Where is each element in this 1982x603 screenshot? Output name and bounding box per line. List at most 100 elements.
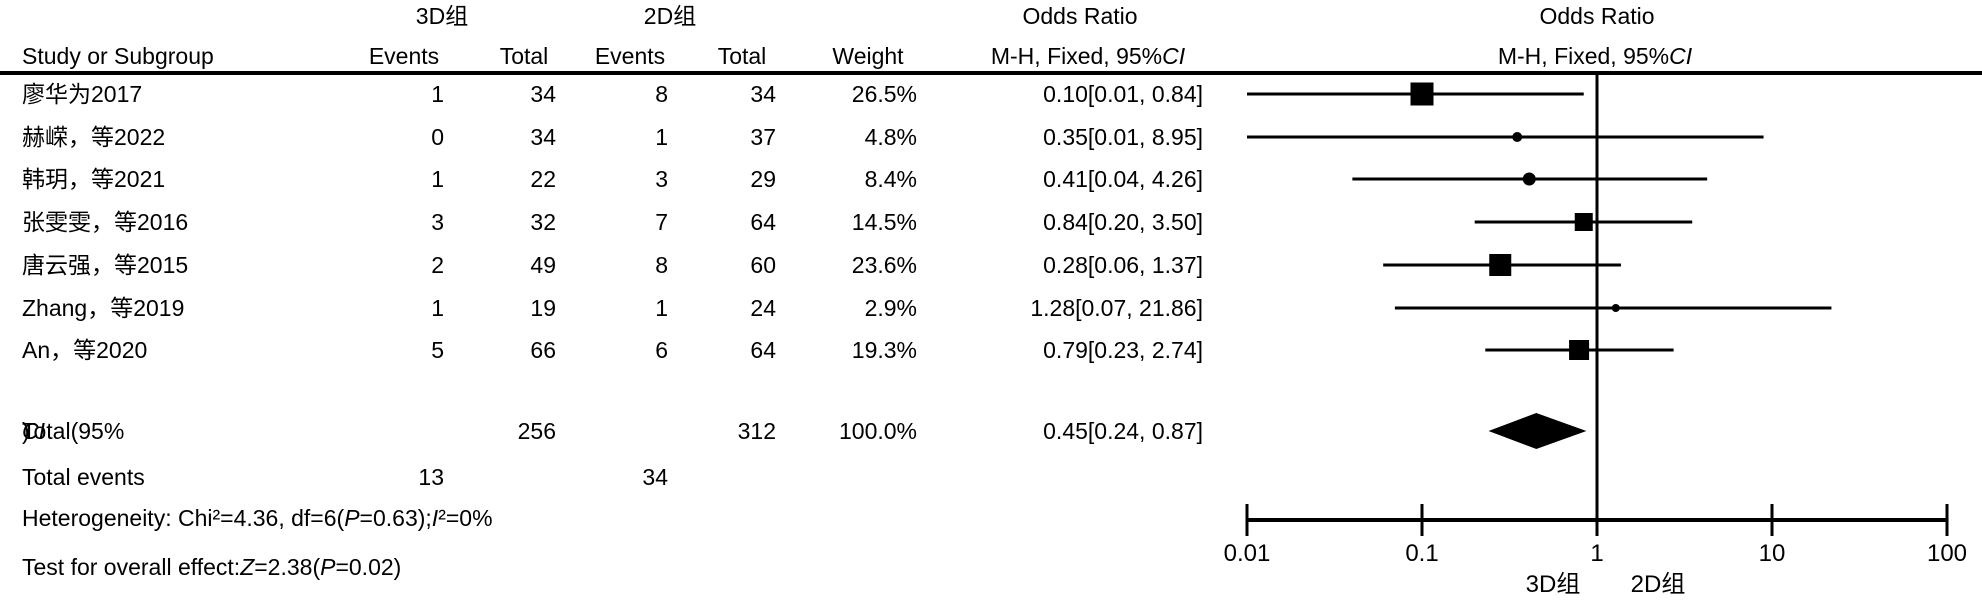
total-events-1: 13 <box>418 464 444 490</box>
total-events-2: 34 <box>642 464 668 490</box>
table-row: An，等2020 5 66 6 64 19.3% 0.79[0.23, 2.74] <box>0 335 1982 365</box>
row-events1: 1 <box>431 81 444 107</box>
row-or_ci: 0.10[0.01, 0.84] <box>1043 81 1203 107</box>
row-total1: 66 <box>530 337 556 363</box>
axis-tick-label: 0.01 <box>1224 540 1271 567</box>
row-study: 廖华为2017 <box>22 81 143 107</box>
row-or_ci: 1.28[0.07, 21.86] <box>1030 295 1203 321</box>
total-total1: 256 <box>517 418 556 444</box>
col-header-mh-right: M-H, Fixed, 95%CI <box>1470 42 1720 70</box>
row-total2: 37 <box>750 124 776 150</box>
row-total1: 19 <box>530 295 556 321</box>
mh-left-text: M-H, Fixed, 95% <box>990 43 1163 69</box>
axis-tick-label: 100 <box>1927 540 1967 567</box>
total-events-row: Total events 13 34 <box>0 462 1982 492</box>
axis-tick-label: 1 <box>1590 540 1603 567</box>
row-total1: 32 <box>530 209 556 235</box>
row-events2: 6 <box>655 337 668 363</box>
oe-z: Z <box>240 554 255 580</box>
total-label-post: ) <box>22 418 30 444</box>
table-row: 张雯雯，等2016 3 32 7 64 14.5% 0.84[0.20, 3.50] <box>0 207 1982 237</box>
header-divider <box>0 71 1982 75</box>
oe-post: =0.02) <box>335 554 402 580</box>
table-row: 赫嵘，等2022 0 34 1 37 4.8% 0.35[0.01, 8.95] <box>0 122 1982 152</box>
row-events2: 8 <box>655 252 668 278</box>
total-weight: 100.0% <box>838 418 917 444</box>
col-header-events1: Events <box>368 43 440 69</box>
oe-p: P <box>320 554 336 580</box>
row-study: 韩玥，等2021 <box>22 166 166 192</box>
axis-group-label-left: 3D组 <box>1526 571 1581 598</box>
row-events1: 3 <box>431 209 444 235</box>
mh-right-ci: CI <box>1669 43 1693 69</box>
row-weight: 14.5% <box>851 209 917 235</box>
total-or-ci: 0.45[0.24, 0.87] <box>1043 418 1203 444</box>
row-weight: 2.9% <box>864 295 917 321</box>
group-header-3d: 3D组 <box>415 3 469 29</box>
total-events-label: Total events <box>22 464 145 490</box>
row-weight: 4.8% <box>864 124 917 150</box>
row-total2: 34 <box>750 81 776 107</box>
het-i: I <box>431 505 439 531</box>
row-events2: 1 <box>655 124 668 150</box>
odds-ratio-header-left: Odds Ratio <box>1022 3 1138 29</box>
row-study: 赫嵘，等2022 <box>22 124 166 150</box>
col-header-total1: Total <box>499 43 549 69</box>
table-row: 韩玥，等2021 1 22 3 29 8.4% 0.41[0.04, 4.26] <box>0 164 1982 194</box>
row-weight: 8.4% <box>864 166 917 192</box>
row-or_ci: 0.84[0.20, 3.50] <box>1043 209 1203 235</box>
row-total1: 34 <box>530 81 556 107</box>
mh-right-text: M-H, Fixed, 95% <box>1497 43 1670 69</box>
row-events1: 5 <box>431 337 444 363</box>
table-row: Zhang，等2019 1 19 1 24 2.9% 1.28[0.07, 21.86] <box>0 293 1982 323</box>
oe-mid: =2.38( <box>254 554 321 580</box>
axis-tick-label: 10 <box>1759 540 1786 567</box>
row-weight: 26.5% <box>851 81 917 107</box>
row-events2: 1 <box>655 295 668 321</box>
het-p: P <box>344 505 360 531</box>
row-or_ci: 0.41[0.04, 4.26] <box>1043 166 1203 192</box>
overall-effect-text: Test for overall effect:Z=2.38(P=0.02) <box>22 552 401 582</box>
row-study: 唐云强，等2015 <box>22 252 189 278</box>
row-total1: 34 <box>530 124 556 150</box>
total-label-ci: CI <box>22 418 45 444</box>
oe-pre: Test for overall effect: <box>22 554 241 580</box>
group-header-2d: 2D组 <box>643 3 697 29</box>
row-events1: 1 <box>431 295 444 321</box>
row-total2: 64 <box>750 209 776 235</box>
col-header-events2: Events <box>594 43 666 69</box>
row-events1: 1 <box>431 166 444 192</box>
heterogeneity-text: Heterogeneity: Chi²=4.36, df=6(P=0.63);I… <box>22 503 493 533</box>
axis-tick-label: 0.1 <box>1405 540 1438 567</box>
total-total2: 312 <box>737 418 776 444</box>
row-total1: 22 <box>530 166 556 192</box>
row-events2: 8 <box>655 81 668 107</box>
row-total2: 60 <box>750 252 776 278</box>
table-row: 廖华为2017 1 34 8 34 26.5% 0.10[0.01, 0.84] <box>0 79 1982 109</box>
row-total1: 49 <box>530 252 556 278</box>
row-events2: 7 <box>655 209 668 235</box>
row-or_ci: 0.28[0.06, 1.37] <box>1043 252 1203 278</box>
col-header-weight: Weight <box>832 43 904 69</box>
het-pre: Heterogeneity: Chi²=4.36, df=6( <box>22 505 345 531</box>
row-weight: 19.3% <box>851 337 917 363</box>
odds-ratio-header-right: Odds Ratio <box>1539 3 1655 29</box>
row-or_ci: 0.79[0.23, 2.74] <box>1043 337 1203 363</box>
row-total2: 24 <box>750 295 776 321</box>
total-label-pre: Total(95% <box>22 418 125 444</box>
col-header-mh-left: M-H, Fixed, 95%CI <box>963 42 1213 70</box>
mh-left-ci: CI <box>1162 43 1186 69</box>
row-events2: 3 <box>655 166 668 192</box>
table-row: 唐云强，等2015 2 49 8 60 23.6% 0.28[0.06, 1.37] <box>0 250 1982 280</box>
row-total2: 64 <box>750 337 776 363</box>
row-study: 张雯雯，等2016 <box>22 209 189 235</box>
total-row: Total(95% CI) 256 312 100.0% 0.45[0.24, 0… <box>0 416 1982 446</box>
row-or_ci: 0.35[0.01, 8.95] <box>1043 124 1203 150</box>
col-header-study: Study or Subgroup <box>22 43 214 69</box>
col-header-total2: Total <box>717 43 767 69</box>
row-study: An，等2020 <box>22 337 148 363</box>
het-post: ²=0% <box>438 505 493 531</box>
axis-group-label-right: 2D组 <box>1631 571 1686 598</box>
row-events1: 2 <box>431 252 444 278</box>
